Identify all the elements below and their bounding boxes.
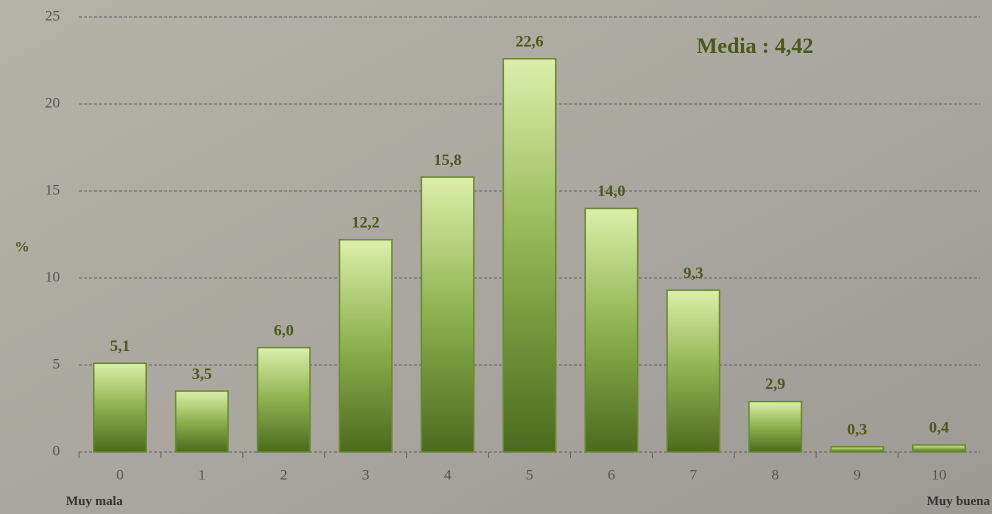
bar [912,444,967,453]
value-label: 6,0 [274,322,294,339]
x-end-label: Muy mala [66,493,123,508]
x-tick-label: 1 [198,467,206,483]
x-tick-label: 0 [116,467,124,483]
bar [420,176,475,453]
x-tick-label: 2 [280,467,288,483]
x-tick-label: 3 [362,467,370,483]
x-tick-label: 8 [771,467,779,483]
x-tick-label: 4 [444,467,452,483]
x-tick-label: 6 [608,467,616,483]
x-tick-label: 5 [526,467,534,483]
y-tick-label: 5 [53,356,61,372]
bar [666,289,721,453]
value-label: 3,5 [192,366,212,383]
bar [256,346,311,453]
y-tick-label: 10 [45,269,60,285]
value-label: 0,4 [929,420,949,437]
y-tick-label: 20 [45,95,60,111]
x-tick-label: 10 [932,467,947,483]
bar [502,58,557,453]
bar [584,207,639,453]
bar [174,390,229,453]
x-end-label: Muy buena [927,493,991,508]
bar [92,362,147,453]
value-label: 0,3 [847,421,867,438]
value-label: 14,0 [597,183,625,200]
x-tick-label: 9 [853,467,861,483]
value-label: 5,1 [110,338,130,355]
value-label: 22,6 [516,33,544,50]
bar [748,400,803,453]
value-label: 12,2 [352,214,380,231]
y-tick-label: 25 [45,8,60,24]
value-label: 2,9 [765,376,785,393]
value-label: 15,8 [434,152,462,169]
y-tick-label: 0 [53,443,61,459]
value-label: 9,3 [683,265,703,282]
bar [830,446,885,453]
y-axis-label: % [15,239,30,255]
x-tick-label: 7 [690,467,698,483]
annotation: Media : 4,42 [697,33,814,58]
bar [338,238,393,453]
y-tick-label: 15 [45,182,60,198]
